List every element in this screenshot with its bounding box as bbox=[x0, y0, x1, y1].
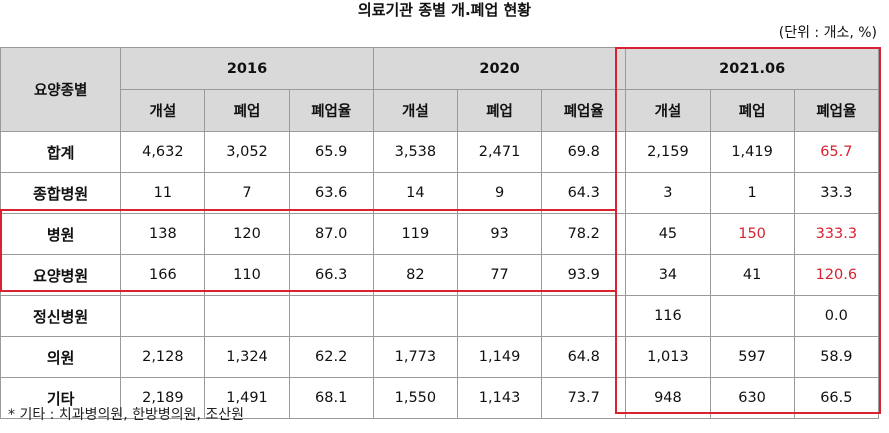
table-cell: 73.7 bbox=[541, 377, 627, 419]
table-cell: 1 bbox=[709, 172, 795, 214]
table-cell: 65.9 bbox=[288, 131, 374, 173]
unit-label: (단위 : 개소, %) bbox=[778, 25, 877, 41]
table-cell: 7 bbox=[204, 172, 290, 214]
table-cell: 87.0 bbox=[288, 213, 374, 255]
row-label: 종합병원 bbox=[0, 172, 122, 214]
table-cell: 119 bbox=[372, 213, 458, 255]
year-header-2021: 2021.06 bbox=[625, 47, 879, 90]
table-cell: 1,013 bbox=[625, 336, 711, 378]
table-cell: 41 bbox=[709, 254, 795, 296]
table-cell: 150 bbox=[709, 213, 795, 255]
table-cell: 66.5 bbox=[793, 377, 880, 419]
table-cell bbox=[541, 295, 627, 337]
table-row: 정신병원 116 0.0 bbox=[0, 295, 880, 337]
table-cell: 62.2 bbox=[288, 336, 374, 378]
table-cell bbox=[456, 295, 543, 337]
table-row: 종합병원 11 7 63.6 14 9 64.3 3 1 33.3 bbox=[0, 172, 880, 214]
footnote: * 기타 : 치과병의원, 한방병의원, 조산원 bbox=[8, 407, 245, 423]
row-label: 병원 bbox=[0, 213, 122, 255]
table-cell bbox=[709, 295, 795, 337]
table-cell: 14 bbox=[372, 172, 458, 214]
table-cell: 120 bbox=[204, 213, 290, 255]
table-cell: 3,538 bbox=[372, 131, 458, 173]
table-cell: 1,419 bbox=[709, 131, 795, 173]
table-cell: 1,491 bbox=[204, 377, 290, 419]
table-cell: 66.3 bbox=[288, 254, 374, 296]
row-label: 기타 bbox=[0, 377, 122, 419]
table-cell: 166 bbox=[120, 254, 206, 296]
table-cell: 4,632 bbox=[120, 131, 206, 173]
table-cell: 1,324 bbox=[204, 336, 290, 378]
table-cell: 0.0 bbox=[793, 295, 880, 337]
table-cell: 2,128 bbox=[120, 336, 206, 378]
table-cell: 93 bbox=[456, 213, 543, 255]
table-cell: 93.9 bbox=[541, 254, 627, 296]
table-row: 병원 138 120 87.0 119 93 78.2 45 150 333.3 bbox=[0, 213, 880, 255]
subcol-header: 폐업 bbox=[456, 89, 543, 132]
table-cell: 2,471 bbox=[456, 131, 543, 173]
table-cell: 69.8 bbox=[541, 131, 627, 173]
table-cell: 77 bbox=[456, 254, 543, 296]
table-cell: 64.3 bbox=[541, 172, 627, 214]
table-cell: 138 bbox=[120, 213, 206, 255]
subcol-header: 폐업율 bbox=[288, 89, 374, 132]
table-row: 의원 2,128 1,324 62.2 1,773 1,149 64.8 1,013 597 58… bbox=[0, 336, 880, 378]
table-row: 합계 4,632 3,052 65.9 3,538 2,471 69.8 2,159 1,419… bbox=[0, 131, 880, 173]
table-cell: 58.9 bbox=[793, 336, 880, 378]
status-table: 요양종별 2016 2020 2021.06 개설 폐업 폐업율 개설 폐업 폐업율 개설 폐… bbox=[0, 47, 880, 419]
table-cell: 64.8 bbox=[541, 336, 627, 378]
table-cell: 1,550 bbox=[372, 377, 458, 419]
table-cell bbox=[204, 295, 290, 337]
table-cell: 1,773 bbox=[372, 336, 458, 378]
category-header: 요양종별 bbox=[0, 47, 122, 132]
subcol-header: 폐업 bbox=[709, 89, 795, 132]
subcol-header: 폐업율 bbox=[541, 89, 627, 132]
table-cell: 597 bbox=[709, 336, 795, 378]
subcol-header: 개설 bbox=[625, 89, 711, 132]
table-cell: 33.3 bbox=[793, 172, 880, 214]
row-label: 정신병원 bbox=[0, 295, 122, 337]
table-cell: 82 bbox=[372, 254, 458, 296]
table-cell: 333.3 bbox=[793, 213, 880, 255]
table-cell: 630 bbox=[709, 377, 795, 419]
table-cell: 948 bbox=[625, 377, 711, 419]
table-cell: 116 bbox=[625, 295, 711, 337]
table-cell: 34 bbox=[625, 254, 711, 296]
table-cell: 63.6 bbox=[288, 172, 374, 214]
table-cell: 65.7 bbox=[793, 131, 880, 173]
table-cell: 110 bbox=[204, 254, 290, 296]
table-cell: 120.6 bbox=[793, 254, 880, 296]
subcol-header: 폐업 bbox=[204, 89, 290, 132]
table-cell: 2,189 bbox=[120, 377, 206, 419]
table-cell bbox=[120, 295, 206, 337]
table-cell: 2,159 bbox=[625, 131, 711, 173]
table-cell: 3 bbox=[625, 172, 711, 214]
table-cell: 68.1 bbox=[288, 377, 374, 419]
table-cell bbox=[288, 295, 374, 337]
year-header-2016: 2016 bbox=[120, 47, 374, 90]
table-cell: 1,143 bbox=[456, 377, 543, 419]
table-cell: 1,149 bbox=[456, 336, 543, 378]
table-cell bbox=[372, 295, 458, 337]
table-cell: 9 bbox=[456, 172, 543, 214]
table-row: 요양병원 166 110 66.3 82 77 93.9 34 41 120.6 bbox=[0, 254, 880, 296]
row-label: 의원 bbox=[0, 336, 122, 378]
subcol-header: 폐업율 bbox=[793, 89, 880, 132]
row-label: 합계 bbox=[0, 131, 122, 173]
year-header-2020: 2020 bbox=[372, 47, 627, 90]
page-title: 의료기관 종별 개.폐업 현황 bbox=[357, 1, 532, 19]
table-cell: 11 bbox=[120, 172, 206, 214]
subcol-header: 개설 bbox=[372, 89, 458, 132]
table-cell: 45 bbox=[625, 213, 711, 255]
subcol-header: 개설 bbox=[120, 89, 206, 132]
table-cell: 3,052 bbox=[204, 131, 290, 173]
row-label: 요양병원 bbox=[0, 254, 122, 296]
table-cell: 78.2 bbox=[541, 213, 627, 255]
